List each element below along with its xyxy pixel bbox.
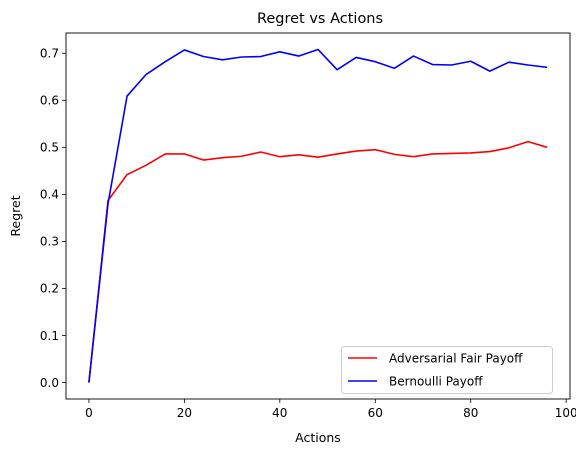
x-axis: 0 20 40 60 80 100	[85, 399, 576, 420]
y-axis-label: Regret	[8, 195, 23, 236]
series-line-adversarial	[88, 140, 548, 383]
legend-box	[341, 346, 553, 394]
x-tick-label: 100	[555, 406, 576, 420]
legend-label-adversarial: Adversarial Fair Payoff	[389, 352, 523, 366]
x-tick-label: 80	[463, 406, 478, 420]
y-tick-label: 0.1	[40, 329, 59, 343]
x-tick-label: 60	[368, 406, 383, 420]
x-axis-label: Actions	[295, 430, 341, 445]
series-line-bernoulli	[88, 48, 548, 383]
chart-title: Regret vs Actions	[257, 11, 383, 27]
y-tick-label: 0.6	[40, 94, 59, 108]
x-tick-label: 40	[272, 406, 287, 420]
x-tick-label: 0	[85, 406, 93, 420]
legend: Adversarial Fair Payoff Bernoulli Payoff	[341, 346, 553, 394]
y-tick-label: 0.7	[40, 47, 59, 61]
y-tick-label: 0.4	[40, 188, 59, 202]
y-tick-label: 0.2	[40, 282, 59, 296]
y-tick-label: 0.3	[40, 235, 59, 249]
y-axis: 0.0 0.1 0.2 0.3 0.4 0.5 0.6 0.7	[40, 47, 66, 390]
y-tick-label: 0.5	[40, 141, 59, 155]
y-tick-label: 0.0	[40, 376, 59, 390]
x-tick-label: 20	[177, 406, 192, 420]
legend-label-bernoulli: Bernoulli Payoff	[389, 375, 483, 389]
plot-frame	[65, 32, 571, 400]
series-group	[88, 48, 548, 383]
